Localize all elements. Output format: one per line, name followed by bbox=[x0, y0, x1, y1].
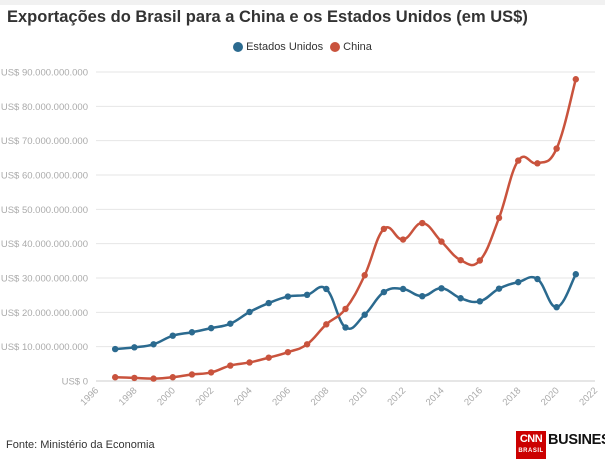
data-point-estados-unidos bbox=[419, 292, 426, 300]
data-point-china bbox=[207, 369, 215, 376]
cnn-logo-subtext: BRASIL bbox=[518, 448, 544, 454]
data-point-china bbox=[342, 305, 349, 313]
legend-swatch-estados-unidos bbox=[233, 42, 244, 52]
data-point-estados-unidos bbox=[169, 332, 176, 339]
data-point-china bbox=[188, 371, 196, 378]
data-point-china bbox=[476, 257, 484, 264]
data-point-estados-unidos bbox=[457, 295, 464, 302]
data-point-estados-unidos bbox=[342, 324, 349, 331]
legend-swatch-china bbox=[330, 42, 341, 52]
y-tick-label: US$ 50.000.000.000 bbox=[1, 205, 88, 216]
brand-name-text: BUSINESS bbox=[548, 432, 605, 448]
data-point-estados-unidos bbox=[188, 329, 196, 336]
y-tick-label: US$ 20.000.000.000 bbox=[1, 308, 88, 319]
data-point-china bbox=[246, 359, 253, 366]
cnn-logo-text: CNN bbox=[519, 433, 543, 445]
data-point-estados-unidos bbox=[572, 271, 580, 278]
line-chart: US$ 0 US$ 10.000.000.000 US$ 20.000.000.00… bbox=[1, 68, 600, 409]
source-note: Fonte: Ministério da Economia bbox=[6, 439, 155, 451]
y-tick-label: US$ 30.000.000.000 bbox=[1, 274, 88, 285]
x-tick-label: 2012 bbox=[385, 385, 408, 408]
data-point-estados-unidos bbox=[131, 344, 138, 351]
x-tick-label: 2006 bbox=[270, 385, 293, 408]
data-point-estados-unidos bbox=[534, 275, 541, 283]
data-point-china bbox=[150, 375, 157, 382]
data-point-china bbox=[303, 341, 311, 348]
x-tick-label: 2014 bbox=[424, 385, 447, 408]
data-point-china bbox=[323, 321, 330, 328]
x-tick-label: 2010 bbox=[347, 385, 370, 408]
x-tick-label: 2000 bbox=[155, 385, 178, 408]
data-point-china bbox=[361, 272, 368, 279]
x-tick-label: 2020 bbox=[539, 385, 562, 408]
data-point-estados-unidos bbox=[438, 285, 445, 292]
x-tick-label: 2008 bbox=[309, 385, 332, 408]
data-point-estados-unidos bbox=[361, 311, 368, 318]
data-point-estados-unidos bbox=[323, 285, 330, 293]
data-point-china bbox=[380, 225, 388, 233]
top-rule bbox=[0, 0, 605, 5]
cnn-logo-box: CNN BRASIL bbox=[516, 431, 546, 459]
brand-logo: CNN BRASIL BUSINESS. bbox=[516, 431, 605, 459]
data-point-estados-unidos bbox=[476, 298, 484, 305]
data-point-china bbox=[131, 374, 138, 382]
data-point-estados-unidos bbox=[284, 293, 292, 300]
data-point-estados-unidos bbox=[553, 303, 560, 311]
data-point-china bbox=[419, 219, 426, 227]
x-tick-label: 1996 bbox=[78, 385, 101, 408]
data-point-estados-unidos bbox=[399, 285, 407, 293]
x-tick-label: 2016 bbox=[462, 385, 485, 408]
data-point-estados-unidos bbox=[265, 299, 272, 307]
legend-item-estados-unidos[interactable]: Estados Unidos bbox=[233, 41, 323, 53]
x-tick-label: 2022 bbox=[577, 385, 600, 408]
legend-label-china: China bbox=[343, 41, 372, 53]
data-point-china bbox=[438, 238, 445, 245]
data-point-estados-unidos bbox=[303, 291, 311, 299]
x-tick-label: 2004 bbox=[232, 385, 255, 408]
data-point-estados-unidos bbox=[227, 320, 234, 327]
x-tick-label: 1998 bbox=[117, 385, 140, 408]
x-tick-label: 2002 bbox=[194, 385, 217, 408]
data-point-china bbox=[227, 362, 234, 369]
data-point-china bbox=[572, 76, 580, 83]
x-tick-label: 2018 bbox=[501, 385, 524, 408]
y-tick-label: US$ 10.000.000.000 bbox=[1, 342, 88, 353]
data-point-china bbox=[169, 374, 176, 381]
chart-title: Exportações do Brasil para a China e os … bbox=[7, 8, 528, 26]
data-point-china bbox=[457, 256, 464, 264]
y-tick-label: US$ 80.000.000.000 bbox=[1, 102, 88, 113]
legend-item-china[interactable]: China bbox=[330, 41, 372, 53]
data-point-estados-unidos bbox=[380, 288, 388, 296]
data-point-estados-unidos bbox=[495, 285, 503, 292]
data-point-estados-unidos bbox=[515, 278, 522, 286]
y-tick-label: US$ 90.000.000.000 bbox=[1, 68, 88, 79]
data-point-china bbox=[553, 145, 560, 152]
data-point-china bbox=[399, 236, 407, 243]
data-point-china bbox=[534, 160, 541, 167]
data-point-china bbox=[515, 157, 522, 164]
data-point-estados-unidos bbox=[111, 345, 119, 353]
data-point-estados-unidos bbox=[150, 341, 157, 348]
data-point-estados-unidos bbox=[246, 308, 253, 316]
data-point-china bbox=[495, 214, 503, 222]
y-tick-label: US$ 70.000.000.000 bbox=[1, 136, 88, 147]
y-tick-label: US$ 40.000.000.000 bbox=[1, 239, 88, 250]
data-point-estados-unidos bbox=[207, 324, 215, 332]
data-point-china bbox=[111, 374, 119, 381]
brand-name: BUSINESS. bbox=[548, 431, 605, 449]
data-point-china bbox=[284, 348, 292, 356]
y-tick-label: US$ 60.000.000.000 bbox=[1, 171, 88, 182]
y-tick-label: US$ 0 bbox=[62, 377, 88, 388]
legend-label-estados-unidos: Estados Unidos bbox=[246, 41, 324, 53]
data-point-china bbox=[265, 354, 272, 361]
legend: Estados Unidos China bbox=[0, 41, 605, 55]
